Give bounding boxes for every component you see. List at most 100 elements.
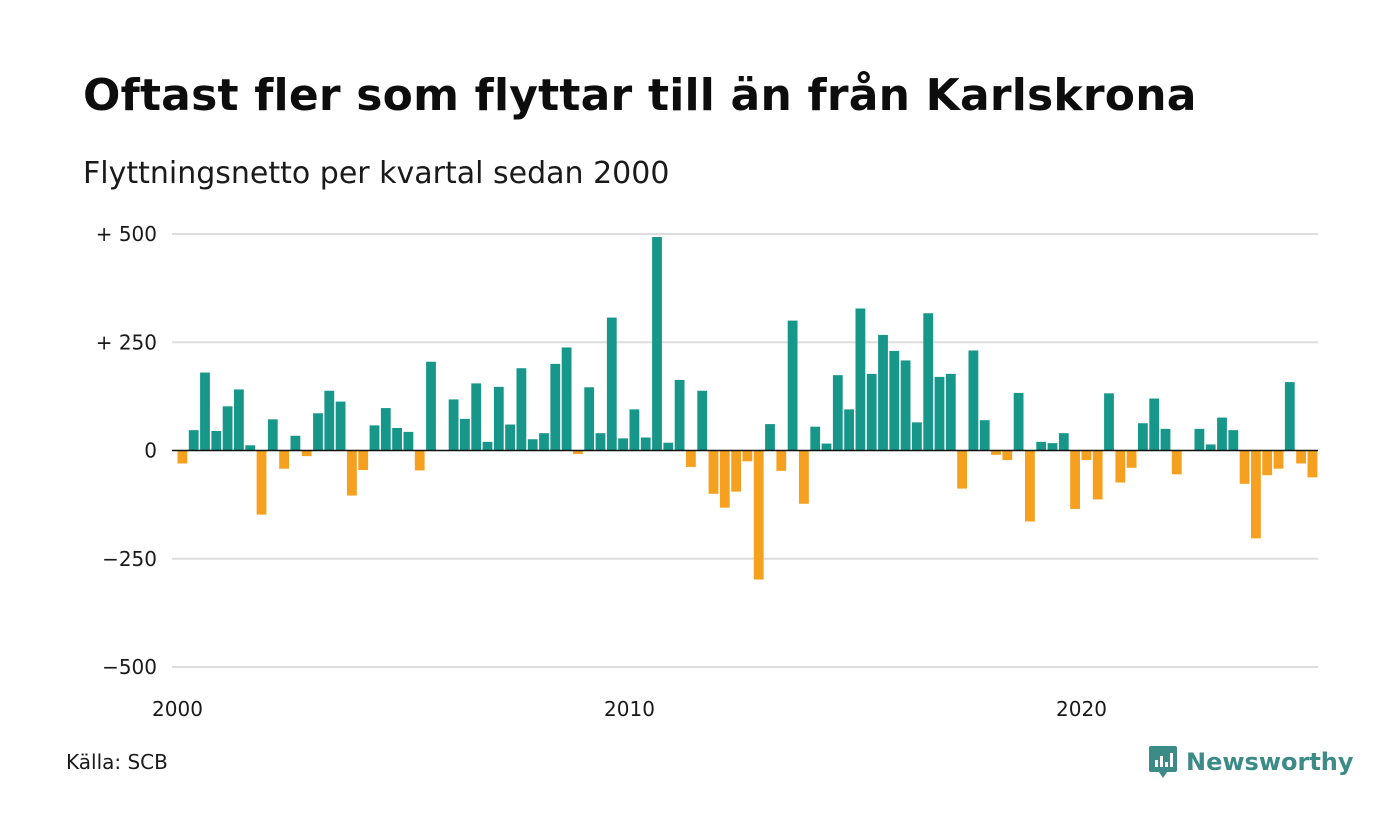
bar: 2019 Q2: 17 [1047,443,1058,451]
x-tick-label: 2010 [604,697,655,721]
bar: 2014 Q4: 95 [844,409,854,451]
bar: 2016 Q1: 208 [900,360,911,451]
bar: 2008 Q4: -8 [573,450,583,454]
bar: 2021 Q4: 50 [1160,428,1171,451]
bar: 2012 Q4: -298 [753,450,764,580]
bar: 2001 Q4: -148 [256,450,267,515]
bar: 2003 Q3: 113 [335,401,346,451]
bar: 2021 Q2: 63 [1138,423,1148,451]
bar: 2020 Q3: 132 [1104,393,1114,451]
bar: 2014 Q1: 55 [810,426,821,451]
bar: 2020 Q4: -74 [1115,450,1126,483]
bar: 2025 Q1: -62 [1307,450,1318,478]
chart-subtitle: Flyttningsnetto per kvartal sedan 2000 [83,156,670,191]
bar: 2002 Q1: 72 [267,419,278,451]
bar: 2003 Q1: 86 [313,413,323,451]
bar: 2003 Q2: 138 [324,390,335,451]
bar: 2006 Q1: 118 [448,399,459,451]
bar: 2022 Q3: 50 [1194,428,1205,451]
bar: 2001 Q1: 102 [222,406,233,451]
bar: 2001 Q2: 141 [234,389,244,451]
bar: 2013 Q1: 61 [765,424,775,451]
bar: 2005 Q1: 43 [403,431,414,451]
bar: 2009 Q1: 146 [584,387,595,451]
bar: 2014 Q2: 16 [821,443,832,451]
grid-lines [172,233,1318,668]
bar: 2020 Q1: -22 [1081,450,1092,461]
bar: 2021 Q1: -40 [1126,450,1137,468]
bar: 2010 Q1: 95 [629,409,640,451]
bar: 2007 Q1: 147 [493,386,504,451]
bar: 2002 Q2: -42 [279,450,289,469]
x-axis-ticks: 2000 2010 2020 [152,697,1107,721]
bar: 2007 Q3: 190 [516,368,527,451]
y-axis-ticks: + 500 + 250 0 −250 −500 [96,222,157,679]
bar: 2008 Q3: 238 [561,347,572,451]
bar: 2018 Q1: -10 [991,450,1001,455]
bar: 2020 Q2: -113 [1092,450,1103,500]
bar: 2006 Q2: 73 [460,418,470,451]
bar: 2024 Q4: -30 [1296,450,1306,464]
bar: 2013 Q2: -47 [776,450,787,471]
y-tick-label: −250 [102,547,157,571]
newsworthy-logo-icon [1149,746,1177,778]
bar: 2005 Q2: -46 [414,450,425,471]
bar: 2019 Q4: -135 [1070,450,1080,509]
bar: 2004 Q2: 58 [369,425,380,451]
bar: 2002 Q3: 34 [290,435,301,451]
bar: 2010 Q3: 493 [652,237,662,451]
bar: 2018 Q3: 133 [1013,392,1024,451]
bar: 2015 Q2: 177 [866,373,877,451]
bar: 2011 Q2: -38 [686,450,696,467]
y-tick-label: −500 [102,655,157,679]
bar: 2024 Q2: -42 [1273,450,1284,469]
bar: 2015 Q4: 230 [889,350,900,451]
bar: 2022 Q1: -55 [1171,450,1182,475]
bar: 2004 Q4: 52 [392,427,402,451]
y-tick-label: + 500 [96,222,157,246]
bar: 2022 Q4: 14 [1205,444,1216,451]
bar: 2016 Q4: 170 [934,376,945,451]
bar: 2000 Q3: 180 [200,372,210,451]
bar: 2017 Q1: 177 [945,373,956,451]
bar: 2012 Q1: -132 [719,450,730,508]
bar: 2004 Q3: 98 [380,408,391,451]
bar: 2018 Q4: -164 [1025,450,1035,522]
bar: 2010 Q2: 30 [640,437,651,451]
bar: 2006 Q4: 20 [482,441,493,451]
bar: 2008 Q2: 200 [550,363,561,451]
bar: 2023 Q1: 76 [1217,417,1227,451]
bar: 2019 Q1: 20 [1036,441,1047,451]
bar: 2019 Q3: 40 [1058,433,1069,451]
bar: 2011 Q4: -100 [708,450,719,494]
bar: 2001 Q3: 12 [245,445,256,451]
bar: 2024 Q3: 158 [1284,382,1295,451]
bar: 2017 Q2: -88 [957,450,967,489]
y-tick-label: 0 [144,439,157,463]
bar: 2007 Q4: 26 [527,439,538,451]
bar: 2000 Q2: 47 [188,430,199,451]
bar: 2002 Q4: -13 [301,450,312,457]
chart-title: Oftast fler som flyttar till än från Kar… [83,70,1197,121]
bar: 2015 Q1: 328 [855,308,866,451]
bar: 2008 Q1: 40 [539,433,549,451]
bar: 2015 Q3: 267 [878,334,888,451]
bar: 2010 Q4: 18 [663,442,674,451]
bar: 2009 Q4: 28 [618,438,628,451]
bar: 2016 Q3: 317 [923,313,934,451]
bar: 2023 Q3: -77 [1239,450,1250,484]
bar: 2005 Q3: 205 [426,361,436,451]
bar: 2021 Q3: 120 [1149,398,1160,451]
bar: 2014 Q3: 174 [832,375,843,451]
source-note: Källa: SCB [66,750,168,774]
x-tick-label: 2000 [152,697,203,721]
bar: 2016 Q2: 65 [912,422,922,451]
x-tick-label: 2020 [1056,697,1107,721]
bar: 2013 Q4: -123 [799,450,809,504]
bar: 2006 Q3: 155 [471,383,482,451]
bar: 2009 Q3: 307 [606,317,617,451]
y-tick-label: + 250 [96,330,157,354]
bar: 2023 Q4: -203 [1251,450,1261,539]
bar: 2000 Q1: -30 [177,450,188,464]
